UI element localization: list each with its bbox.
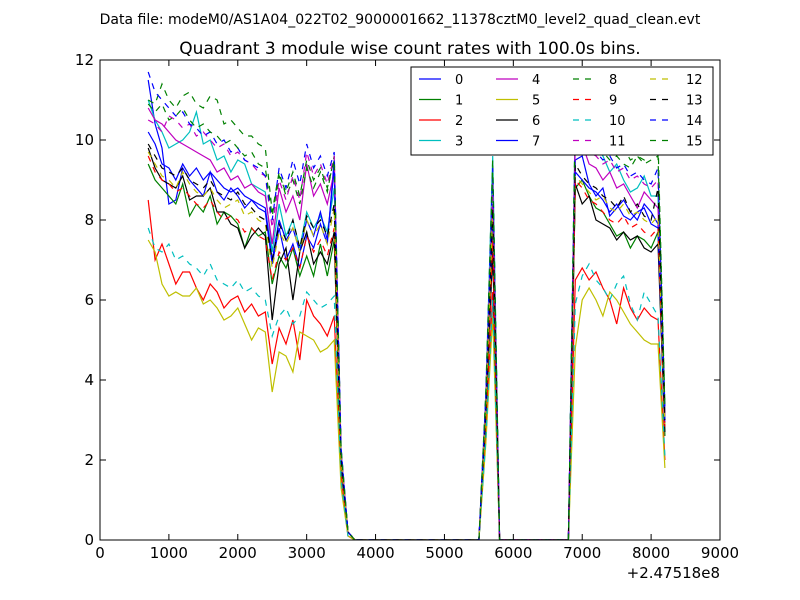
legend-label-4: 4: [532, 73, 540, 88]
y-tick-label: 6: [84, 291, 94, 309]
legend-label-13: 13: [686, 94, 703, 109]
legend-label-5: 5: [532, 94, 540, 109]
legend-label-15: 15: [686, 135, 703, 150]
series-line-5: [147, 239, 666, 540]
legend-label-6: 6: [532, 114, 540, 129]
series-line-6: [147, 147, 666, 540]
x-tick-label: 6000: [494, 544, 532, 562]
y-tick-label: 8: [84, 211, 94, 229]
series-line-13: [147, 143, 666, 540]
series-line-10: [147, 227, 666, 540]
y-tick-label: 0: [84, 531, 94, 549]
legend-label-10: 10: [609, 114, 626, 129]
x-tick-label: 1000: [150, 544, 188, 562]
axis-ticks: 0 1000 2000 3000 4000 5000 6000 7000 8000 9000 0 2 4…: [75, 51, 739, 562]
legend-label-0: 0: [455, 73, 463, 88]
series-line-7: [147, 131, 666, 540]
series-line-2: [147, 199, 666, 540]
x-tick-label: 2000: [219, 544, 257, 562]
series-line-12: [147, 151, 666, 540]
x-tick-label: 5000: [425, 544, 463, 562]
x-tick-label: 4000: [356, 544, 394, 562]
x-tick-label: 9000: [701, 544, 739, 562]
y-tick-label: 4: [84, 371, 94, 389]
legend-label-9: 9: [609, 94, 617, 109]
series-line-0: [147, 79, 666, 540]
series-line-8: [147, 82, 666, 540]
series-line-3: [147, 99, 666, 540]
legend-label-2: 2: [455, 114, 463, 129]
chart-title: Quadrant 3 module wise count rates with …: [179, 39, 640, 59]
legend-label-3: 3: [455, 135, 463, 150]
series-line-11: [147, 115, 666, 540]
legend-label-8: 8: [609, 73, 617, 88]
legend-label-7: 7: [532, 135, 540, 150]
x-offset-label: +2.47518e8: [627, 564, 720, 582]
series-line-1: [147, 163, 666, 540]
series-line-4: [147, 107, 666, 540]
legend-label-12: 12: [686, 73, 703, 88]
legend-label-14: 14: [686, 114, 703, 129]
x-tick-label: 7000: [563, 544, 601, 562]
x-tick-label: 8000: [632, 544, 670, 562]
series-line-9: [147, 155, 666, 540]
suptitle: Data file: modeM0/AS1A04_022T02_90000016…: [100, 12, 701, 28]
series-line-15: [147, 102, 666, 540]
legend-label-11: 11: [609, 135, 626, 150]
y-tick-label: 12: [75, 51, 94, 69]
x-tick-label: 3000: [288, 544, 326, 562]
legend-label-1: 1: [455, 94, 463, 109]
x-tick-label: 0: [95, 544, 105, 562]
y-tick-label: 10: [75, 131, 94, 149]
y-tick-label: 2: [84, 451, 94, 469]
